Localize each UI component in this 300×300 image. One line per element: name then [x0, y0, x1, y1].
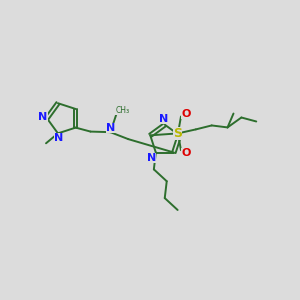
Text: N: N: [147, 154, 157, 164]
Text: CH₃: CH₃: [115, 106, 129, 115]
Text: N: N: [106, 123, 115, 133]
Text: N: N: [38, 112, 48, 122]
Text: N: N: [159, 114, 169, 124]
Text: O: O: [181, 109, 190, 118]
Text: N: N: [54, 133, 64, 143]
Text: S: S: [173, 127, 182, 140]
Text: O: O: [181, 148, 190, 158]
